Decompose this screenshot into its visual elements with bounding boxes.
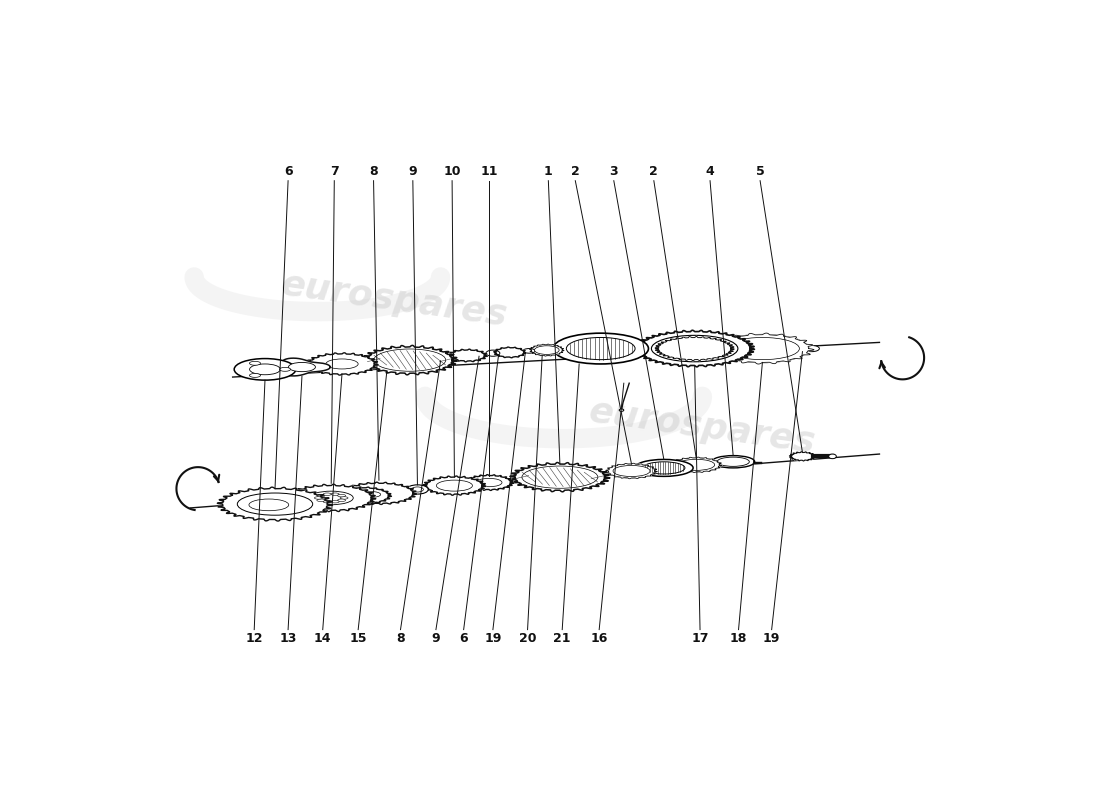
- Ellipse shape: [279, 367, 290, 371]
- Text: 8: 8: [370, 165, 378, 178]
- Ellipse shape: [338, 499, 345, 502]
- Ellipse shape: [331, 493, 339, 495]
- Polygon shape: [422, 476, 486, 495]
- Polygon shape: [494, 347, 526, 358]
- Ellipse shape: [407, 485, 428, 494]
- Polygon shape: [341, 482, 417, 505]
- Polygon shape: [282, 358, 330, 376]
- Text: 6: 6: [284, 165, 293, 178]
- Text: 20: 20: [519, 632, 537, 646]
- Text: 13: 13: [279, 632, 297, 646]
- Polygon shape: [306, 353, 378, 375]
- Polygon shape: [287, 484, 376, 512]
- Ellipse shape: [323, 501, 331, 503]
- Ellipse shape: [317, 494, 324, 497]
- Polygon shape: [464, 474, 514, 490]
- Text: 7: 7: [330, 165, 339, 178]
- Text: 17: 17: [691, 632, 708, 646]
- Ellipse shape: [522, 349, 536, 353]
- Ellipse shape: [340, 497, 348, 499]
- Text: 3: 3: [609, 165, 618, 178]
- Polygon shape: [362, 346, 458, 375]
- Ellipse shape: [437, 480, 472, 491]
- Polygon shape: [711, 333, 814, 364]
- Text: 16: 16: [591, 632, 608, 646]
- Ellipse shape: [678, 459, 715, 470]
- Polygon shape: [656, 337, 734, 361]
- Polygon shape: [635, 330, 755, 367]
- Ellipse shape: [338, 494, 345, 497]
- Ellipse shape: [651, 335, 738, 362]
- Text: 19: 19: [763, 632, 780, 646]
- Polygon shape: [332, 487, 392, 504]
- Ellipse shape: [250, 364, 280, 374]
- Ellipse shape: [331, 501, 339, 503]
- Ellipse shape: [323, 493, 331, 495]
- Ellipse shape: [521, 466, 598, 488]
- Ellipse shape: [712, 455, 755, 468]
- Ellipse shape: [635, 459, 693, 476]
- Text: eurospares: eurospares: [278, 267, 510, 333]
- Ellipse shape: [234, 358, 296, 380]
- Polygon shape: [218, 487, 332, 521]
- Ellipse shape: [716, 334, 808, 362]
- Text: 18: 18: [730, 632, 747, 646]
- Ellipse shape: [673, 458, 719, 472]
- Ellipse shape: [361, 491, 381, 498]
- Ellipse shape: [642, 462, 685, 474]
- Text: 2: 2: [649, 165, 658, 178]
- Text: 8: 8: [396, 632, 405, 646]
- Ellipse shape: [717, 457, 749, 466]
- Text: 19: 19: [484, 632, 502, 646]
- Ellipse shape: [619, 409, 624, 411]
- Ellipse shape: [535, 346, 559, 354]
- Polygon shape: [448, 349, 487, 362]
- Ellipse shape: [804, 346, 820, 352]
- Text: 15: 15: [350, 632, 367, 646]
- Ellipse shape: [288, 362, 316, 372]
- Ellipse shape: [249, 499, 288, 510]
- Text: 12: 12: [245, 632, 263, 646]
- Text: 6: 6: [460, 632, 467, 646]
- Text: eurospares: eurospares: [586, 394, 818, 460]
- Text: 2: 2: [571, 165, 580, 178]
- Ellipse shape: [250, 374, 261, 378]
- Ellipse shape: [317, 499, 324, 502]
- Ellipse shape: [725, 338, 800, 360]
- Ellipse shape: [374, 349, 446, 371]
- Ellipse shape: [411, 487, 424, 492]
- Text: 5: 5: [756, 165, 764, 178]
- Ellipse shape: [250, 362, 261, 366]
- Ellipse shape: [613, 466, 650, 477]
- Text: 9: 9: [431, 632, 440, 646]
- Polygon shape: [510, 462, 609, 492]
- Polygon shape: [790, 452, 815, 461]
- Ellipse shape: [315, 497, 322, 499]
- Ellipse shape: [531, 345, 562, 355]
- Ellipse shape: [476, 478, 502, 486]
- Text: 14: 14: [314, 632, 331, 646]
- Ellipse shape: [326, 359, 359, 369]
- Text: 4: 4: [706, 165, 714, 178]
- Text: 11: 11: [481, 165, 498, 178]
- Text: 9: 9: [408, 165, 417, 178]
- Text: 1: 1: [544, 165, 552, 178]
- Ellipse shape: [309, 491, 353, 505]
- Polygon shape: [606, 463, 658, 478]
- Text: 10: 10: [443, 165, 461, 178]
- Text: 21: 21: [553, 632, 571, 646]
- Ellipse shape: [608, 464, 654, 478]
- Ellipse shape: [486, 350, 499, 356]
- Ellipse shape: [553, 333, 649, 364]
- Ellipse shape: [828, 454, 836, 458]
- Polygon shape: [529, 344, 564, 356]
- Ellipse shape: [566, 338, 635, 360]
- Ellipse shape: [238, 493, 312, 515]
- Polygon shape: [670, 457, 722, 473]
